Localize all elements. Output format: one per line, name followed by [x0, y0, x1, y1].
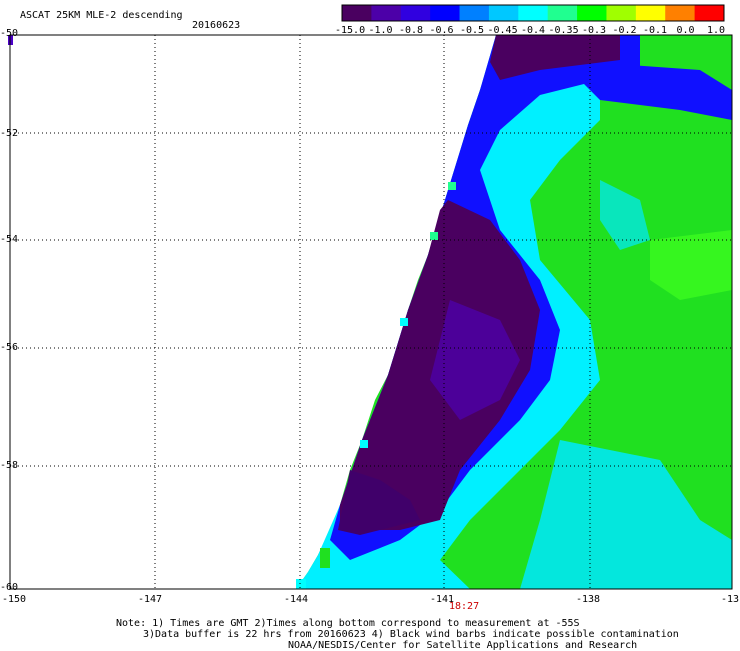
colorbar-swatch	[635, 5, 666, 21]
swath-map	[8, 34, 733, 590]
colorbar-tick-label: -0.4	[521, 25, 546, 36]
lon-label: -144	[284, 594, 309, 605]
colorbar-swatch	[400, 5, 431, 21]
lon-label: -13	[721, 594, 740, 605]
colorbar-swatch	[518, 5, 549, 21]
colorbar-tick-label: -1.0	[368, 25, 393, 36]
colorbar-tick-label: -0.1	[643, 25, 668, 36]
lat-label: -52	[0, 128, 19, 139]
note-line-2: 3)Data buffer is 22 hrs from 20160623 4)…	[143, 629, 679, 640]
colorbar-tick-label: 0.0	[676, 25, 695, 36]
pass-time-label: 18:27	[449, 601, 480, 612]
note-line-1: Note: 1) Times are GMT 2)Times along bot…	[116, 618, 580, 629]
colorbar-swatch	[694, 5, 725, 21]
lat-label: -58	[0, 460, 19, 471]
scatterometer-swath	[8, 35, 732, 589]
colorbar-tick-label: -15.0	[335, 25, 366, 36]
colorbar-swatch	[371, 5, 402, 21]
lat-label: -60	[0, 582, 19, 593]
colorbar-swatch	[430, 5, 461, 21]
lat-label: -50	[0, 28, 19, 39]
lon-label: -141	[430, 594, 455, 605]
colorbar-tick-label: 1.0	[707, 25, 726, 36]
colorbar-swatch	[606, 5, 637, 21]
colorbar-swatch	[577, 5, 607, 21]
colorbar-swatch	[547, 5, 578, 21]
lat-label: -56	[0, 342, 19, 353]
lat-label: -54	[0, 234, 19, 245]
lon-label: -147	[138, 594, 163, 605]
colorbar-tick-label: -0.2	[612, 25, 637, 36]
colorbar-swatch	[342, 5, 372, 21]
note-line-3: NOAA/NESDIS/Center for Satellite Applica…	[288, 640, 638, 651]
colorbar-tick-label: -0.5	[460, 25, 485, 36]
colorbar-tick-label: -0.6	[429, 25, 454, 36]
lon-label: -150	[2, 594, 27, 605]
product-title: ASCAT 25KM MLE-2 descending	[20, 10, 183, 21]
map-border	[9, 34, 733, 590]
colorbar-swatch	[665, 5, 696, 21]
colorbar-swatch	[459, 5, 490, 21]
colorbar-tick-label: -0.35	[548, 25, 579, 36]
colorbar-tick-label: -0.3	[582, 25, 607, 36]
colorbar-tick-label: -0.8	[399, 25, 424, 36]
lon-label: -138	[576, 594, 601, 605]
colorbar-swatch	[488, 5, 519, 21]
product-date: 20160623	[192, 20, 241, 31]
colorbar-tick-label: -0.45	[487, 25, 518, 36]
color-scale-bar	[341, 4, 725, 22]
